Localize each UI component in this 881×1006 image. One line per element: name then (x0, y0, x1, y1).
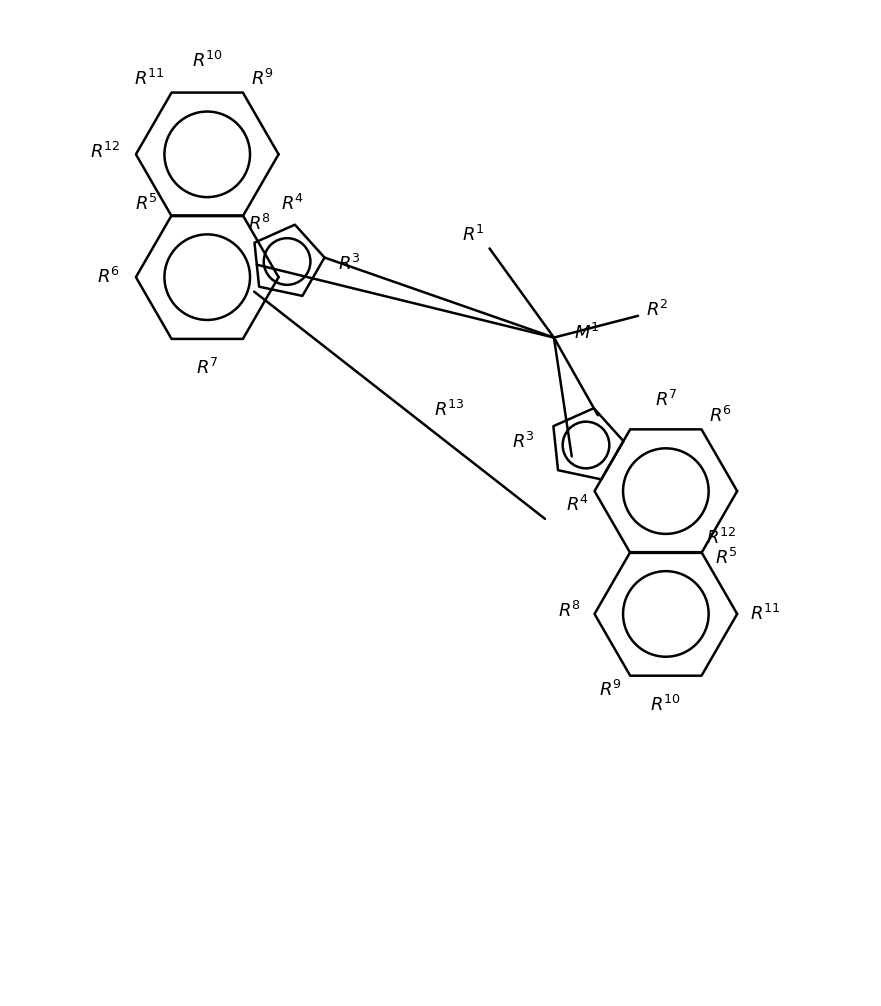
Text: $R^5$: $R^5$ (715, 548, 737, 568)
Text: $R^7$: $R^7$ (196, 358, 218, 378)
Text: $R^{11}$: $R^{11}$ (750, 604, 781, 624)
Text: $R^7$: $R^7$ (655, 390, 677, 410)
Text: $R^3$: $R^3$ (512, 433, 535, 453)
Text: $R^{10}$: $R^{10}$ (192, 50, 223, 70)
Text: $R^{13}$: $R^{13}$ (434, 400, 465, 421)
Text: $R^8$: $R^8$ (248, 214, 271, 234)
Text: $R^2$: $R^2$ (647, 300, 669, 320)
Text: $R^5$: $R^5$ (136, 194, 158, 214)
Text: $R^8$: $R^8$ (558, 602, 581, 622)
Text: $M^1$: $M^1$ (574, 323, 599, 343)
Text: $R^9$: $R^9$ (599, 679, 622, 699)
Text: $R^{12}$: $R^{12}$ (706, 528, 737, 548)
Text: $R^3$: $R^3$ (338, 255, 361, 275)
Text: $R^4$: $R^4$ (281, 194, 304, 214)
Text: $R^{12}$: $R^{12}$ (90, 142, 121, 162)
Text: $R^1$: $R^1$ (462, 224, 485, 244)
Text: $R^9$: $R^9$ (251, 68, 274, 89)
Text: $R^6$: $R^6$ (97, 268, 120, 287)
Text: $R^6$: $R^6$ (709, 405, 732, 426)
Text: $R^4$: $R^4$ (566, 495, 589, 515)
Text: $R^{11}$: $R^{11}$ (134, 68, 165, 89)
Text: $R^{10}$: $R^{10}$ (650, 694, 681, 714)
